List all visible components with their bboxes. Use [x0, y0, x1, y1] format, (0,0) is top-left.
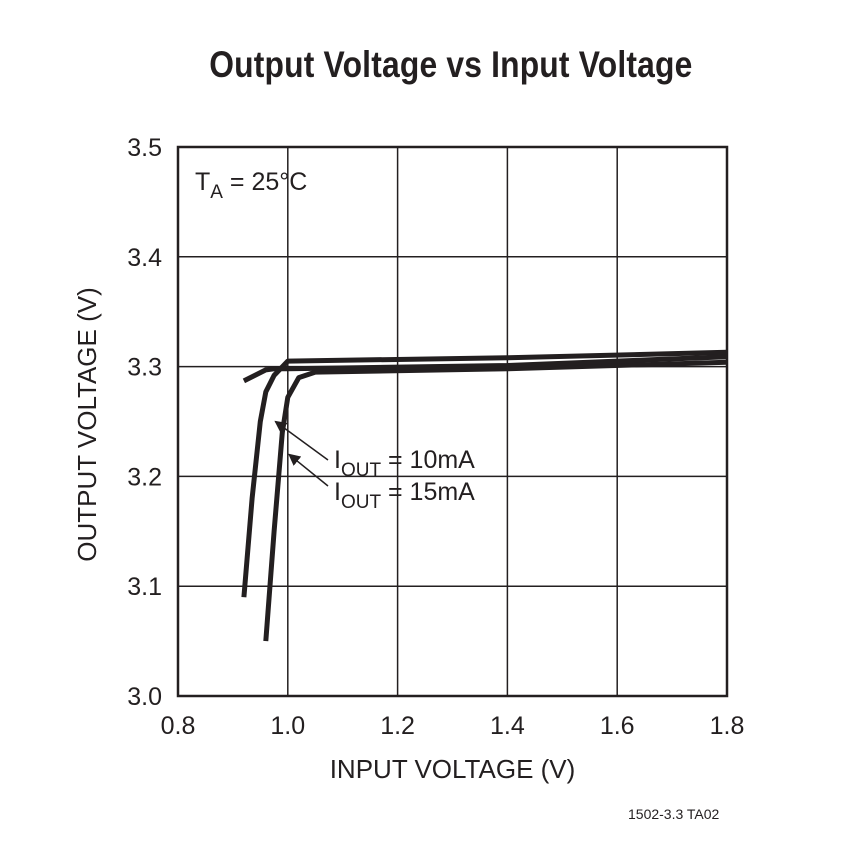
x-tick-label: 1.8 — [710, 712, 745, 740]
x-tick-label: 1.6 — [600, 712, 635, 740]
series-line-1 — [241, 349, 728, 598]
y-tick-label: 3.3 — [127, 354, 162, 382]
series-line-2 — [263, 359, 728, 642]
x-tick-label: 1.4 — [490, 712, 525, 740]
y-tick-labels: 3.0 3.1 3.2 3.3 3.4 3.5 — [127, 134, 162, 711]
data-series — [241, 349, 728, 642]
annotation-label: IOUT = 15mA — [334, 478, 475, 513]
figure-code: 1502-3.3 TA02 — [628, 806, 720, 822]
x-tick-label: 1.2 — [380, 712, 415, 740]
annotation-arrow — [288, 453, 329, 487]
x-axis-label: INPUT VOLTAGE (V) — [330, 754, 576, 784]
series-line-plateau — [242, 354, 728, 384]
x-tick-label: 0.8 — [161, 712, 196, 740]
y-axis-label: OUTPUT VOLTAGE (V) — [72, 287, 102, 561]
y-tick-label: 3.2 — [127, 463, 162, 491]
y-tick-label: 3.1 — [127, 573, 162, 601]
x-tick-label: 1.0 — [270, 712, 305, 740]
y-tick-label: 3.4 — [127, 244, 162, 272]
x-tick-labels: 0.8 1.0 1.2 1.4 1.6 1.8 — [161, 712, 745, 740]
condition-label: TA = 25°C — [195, 168, 307, 203]
annotation-label: IOUT = 10mA — [334, 446, 475, 481]
chart-title: Output Voltage vs Input Voltage — [209, 44, 693, 85]
plot-frame — [176, 145, 729, 698]
annotation-arrow — [274, 420, 329, 461]
y-tick-label: 3.5 — [127, 134, 162, 162]
y-tick-label: 3.0 — [127, 683, 162, 711]
